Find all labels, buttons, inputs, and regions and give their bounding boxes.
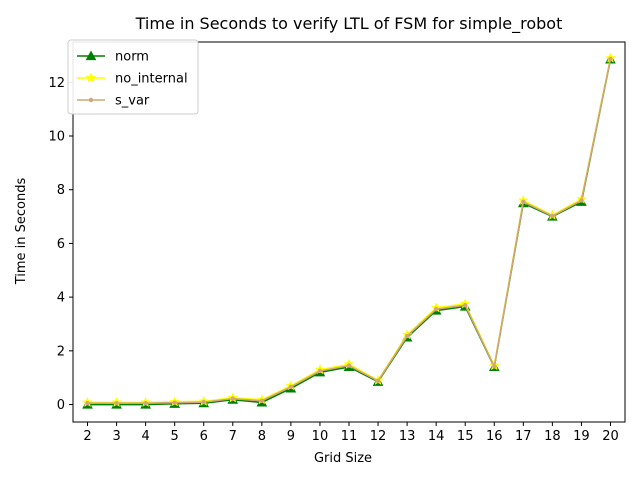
x-tick-label: 16 [486,429,503,444]
y-tick-label: 2 [57,344,65,359]
y-tick-label: 4 [57,291,65,306]
legend-item: norm [77,50,149,65]
x-axis-ticks: 2 3 4 5 6 7 8 9 10 11 12 13 14 15 16 17 18 19 20 [83,422,619,444]
data-point [346,363,352,368]
data-point [230,396,235,401]
x-tick-label: 8 [258,429,266,444]
data-point [579,198,584,203]
data-point [259,398,265,403]
legend-label: s_var [115,94,150,109]
data-point [143,401,148,406]
data-point [608,56,613,62]
legend-marker [88,97,94,103]
data-point [172,400,177,405]
data-point [492,364,497,369]
x-tick-label: 11 [341,429,358,444]
data-point [317,368,323,374]
data-point [114,401,119,406]
data-point [433,307,439,312]
legend-item: s_var [77,94,150,109]
legend-marker [85,50,97,61]
x-tick-label: 19 [573,429,590,444]
x-tick-label: 13 [399,429,416,444]
x-tick-label: 7 [229,429,237,444]
x-tick-label: 18 [544,429,561,444]
x-tick-label: 15 [457,429,474,444]
y-tick-label: 8 [57,183,65,198]
x-axis-label: Grid Size [314,451,372,466]
legend-label: no_internal [115,72,188,87]
series-s-var [85,56,613,406]
x-tick-label: 5 [171,429,179,444]
y-axis-ticks: 0 2 4 6 8 10 12 [48,76,73,413]
data-point [404,333,410,339]
data-point [463,302,468,308]
data-point [375,378,381,384]
y-tick-label: 12 [48,76,65,91]
data-point [288,384,294,390]
x-tick-label: 14 [428,429,445,444]
y-tick-label: 10 [48,129,65,144]
x-tick-label: 3 [112,429,120,444]
x-tick-label: 10 [312,429,329,444]
legend-box [67,39,199,115]
x-tick-label: 6 [200,429,208,444]
x-tick-label: 2 [83,429,91,444]
legend-item: no_internal [77,72,188,87]
y-tick-label: 0 [57,398,65,413]
legend: norm no_internal s_var [67,39,199,115]
data-point [85,401,90,406]
y-axis-label: Time in Seconds [14,178,29,286]
legend-label: norm [115,50,149,65]
data-point [201,399,206,405]
x-tick-label: 17 [515,429,532,444]
legend-marker [85,72,97,83]
data-point [521,199,526,204]
x-tick-label: 9 [287,429,295,444]
x-tick-label: 12 [370,429,387,444]
series-layer [82,52,616,409]
x-tick-label: 4 [141,429,149,444]
x-tick-label: 20 [602,429,619,444]
data-point [550,213,555,219]
chart-title: Time in Seconds to verify LTL of FSM for… [135,14,563,34]
y-tick-label: 6 [57,237,65,252]
